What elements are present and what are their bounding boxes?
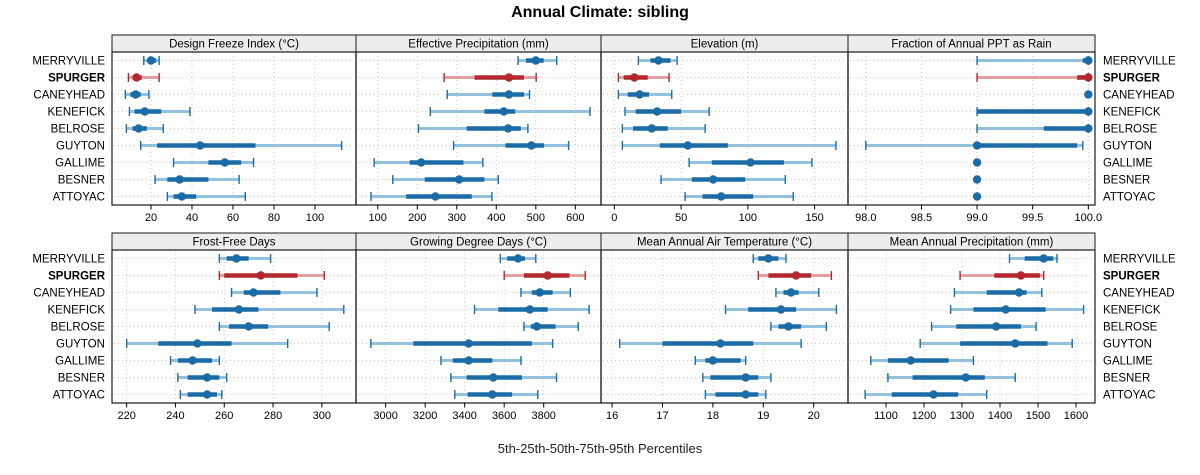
svg-text:MERRYVILLE: MERRYVILLE [1103, 56, 1176, 68]
svg-text:100: 100 [739, 212, 757, 224]
panel-ffd: Frost-Free Days 220 240 260 280 300 [111, 232, 357, 422]
svg-text:280: 280 [264, 410, 282, 422]
panel-gdd: Growing Degree Days (°C) 3000 3200 3400 3600… [355, 232, 602, 422]
svg-text:KENEFICK: KENEFICK [1103, 107, 1161, 119]
svg-text:Mean Annual Precipitation (mm): Mean Annual Precipitation (mm) [890, 237, 1054, 249]
svg-text:17: 17 [656, 410, 668, 422]
svg-text:GUYTON: GUYTON [56, 339, 105, 351]
svg-text:1500: 1500 [1026, 410, 1050, 422]
svg-text:1600: 1600 [1064, 410, 1088, 422]
svg-text:CANEYHEAD: CANEYHEAD [33, 90, 105, 102]
svg-text:98.5: 98.5 [911, 212, 932, 224]
axis-caption: 5th-25th-50th-75th-95th Percentiles [497, 441, 703, 456]
svg-text:1200: 1200 [912, 410, 936, 422]
svg-text:99.5: 99.5 [1022, 212, 1043, 224]
svg-text:GALLIME: GALLIME [55, 356, 105, 368]
panel-dfi: Design Freeze Index (°C) 20 40 60 80 100 [111, 34, 357, 224]
svg-text:GALLIME: GALLIME [55, 158, 105, 170]
svg-text:BESNER: BESNER [1103, 373, 1150, 385]
svg-text:BESNER: BESNER [1103, 175, 1150, 187]
svg-text:1300: 1300 [950, 410, 974, 422]
svg-text:20: 20 [808, 410, 820, 422]
svg-text:MERRYVILLE: MERRYVILLE [32, 254, 105, 266]
svg-text:Elevation (m): Elevation (m) [691, 39, 759, 51]
svg-text:ATTOYAC: ATTOYAC [1103, 192, 1155, 204]
svg-text:GUYTON: GUYTON [1103, 339, 1152, 351]
svg-text:Growing Degree Days (°C): Growing Degree Days (°C) [410, 237, 547, 249]
svg-text:3200: 3200 [413, 410, 437, 422]
chart-title: Annual Climate: sibling [511, 4, 689, 21]
svg-text:BESNER: BESNER [58, 373, 105, 385]
svg-text:3600: 3600 [492, 410, 516, 422]
svg-text:Effective Precipitation (mm): Effective Precipitation (mm) [408, 39, 549, 51]
svg-text:50: 50 [675, 212, 687, 224]
svg-text:BELROSE: BELROSE [51, 124, 106, 136]
svg-text:MERRYVILLE: MERRYVILLE [1103, 254, 1176, 266]
panel-maat: Mean Annual Air Temperature (°C) 16 17 18 19… [600, 232, 849, 422]
svg-text:KENEFICK: KENEFICK [1103, 305, 1161, 317]
svg-text:40: 40 [186, 212, 198, 224]
svg-text:300: 300 [448, 212, 466, 224]
svg-text:CANEYHEAD: CANEYHEAD [1103, 90, 1175, 102]
svg-text:SPURGER: SPURGER [1103, 271, 1161, 283]
svg-text:GALLIME: GALLIME [1103, 158, 1153, 170]
svg-text:MERRYVILLE: MERRYVILLE [32, 56, 105, 68]
svg-text:300: 300 [313, 410, 331, 422]
svg-text:1400: 1400 [988, 410, 1012, 422]
svg-text:220: 220 [117, 410, 135, 422]
svg-text:20: 20 [145, 212, 157, 224]
svg-text:260: 260 [215, 410, 233, 422]
svg-text:GUYTON: GUYTON [1103, 141, 1152, 153]
svg-text:Fraction of Annual PPT as Rain: Fraction of Annual PPT as Rain [891, 39, 1051, 51]
svg-text:ATTOYAC: ATTOYAC [53, 390, 105, 402]
svg-text:ATTOYAC: ATTOYAC [1103, 390, 1155, 402]
svg-text:98.0: 98.0 [855, 212, 876, 224]
svg-text:SPURGER: SPURGER [48, 73, 106, 85]
svg-text:0: 0 [611, 212, 617, 224]
svg-text:CANEYHEAD: CANEYHEAD [33, 288, 105, 300]
svg-text:BELROSE: BELROSE [1103, 322, 1158, 334]
svg-text:200: 200 [408, 212, 426, 224]
svg-text:100: 100 [369, 212, 387, 224]
svg-text:KENEFICK: KENEFICK [47, 305, 105, 317]
svg-text:SPURGER: SPURGER [48, 271, 106, 283]
svg-text:80: 80 [268, 212, 280, 224]
svg-text:BESNER: BESNER [58, 175, 105, 187]
svg-text:18: 18 [707, 410, 719, 422]
svg-text:Design Freeze Index (°C): Design Freeze Index (°C) [169, 39, 299, 51]
svg-text:100.0: 100.0 [1075, 212, 1103, 224]
svg-text:1100: 1100 [874, 410, 898, 422]
svg-text:GUYTON: GUYTON [56, 141, 105, 153]
svg-text:600: 600 [566, 212, 584, 224]
svg-text:BELROSE: BELROSE [51, 322, 106, 334]
svg-text:100: 100 [306, 212, 324, 224]
svg-text:BELROSE: BELROSE [1103, 124, 1158, 136]
svg-text:500: 500 [527, 212, 545, 224]
svg-text:Frost-Free Days: Frost-Free Days [192, 237, 275, 249]
svg-text:KENEFICK: KENEFICK [47, 107, 105, 119]
panel-elev: Elevation (m) 0 50 100 150 [600, 34, 849, 224]
svg-text:3800: 3800 [531, 410, 555, 422]
svg-text:GALLIME: GALLIME [1103, 356, 1153, 368]
svg-text:150: 150 [805, 212, 823, 224]
panel-map: Mean Annual Precipitation (mm) 1100 1200 13… [847, 232, 1096, 422]
svg-text:3400: 3400 [452, 410, 476, 422]
svg-text:19: 19 [757, 410, 769, 422]
svg-text:99.0: 99.0 [966, 212, 987, 224]
svg-text:Mean Annual Air Temperature (°: Mean Annual Air Temperature (°C) [637, 237, 812, 249]
panel-ep: Effective Precipitation (mm) 100 200 300 400… [355, 34, 602, 224]
svg-text:ATTOYAC: ATTOYAC [53, 192, 105, 204]
svg-text:3000: 3000 [373, 410, 397, 422]
svg-text:400: 400 [487, 212, 505, 224]
svg-text:SPURGER: SPURGER [1103, 73, 1161, 85]
svg-text:16: 16 [606, 410, 618, 422]
svg-text:60: 60 [227, 212, 239, 224]
svg-text:CANEYHEAD: CANEYHEAD [1103, 288, 1175, 300]
panel-fppt: Fraction of Annual PPT as Rain 98.0 98.5 99… [847, 34, 1103, 224]
svg-text:240: 240 [166, 410, 184, 422]
